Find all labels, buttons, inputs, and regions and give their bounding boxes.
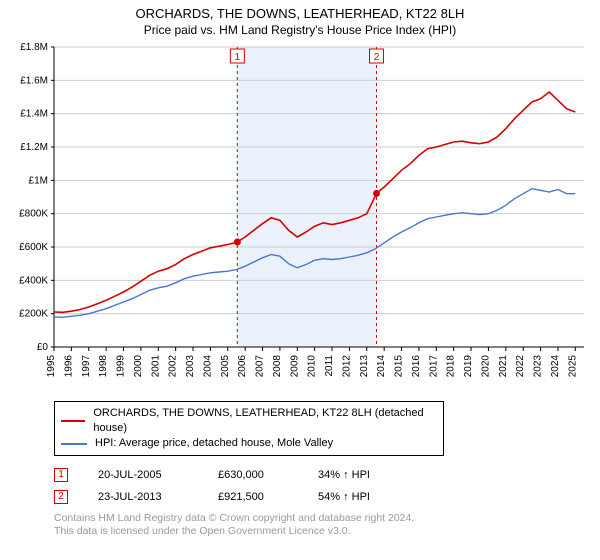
page-subtitle: Price paid vs. HM Land Registry's House …	[10, 23, 590, 37]
svg-text:2010: 2010	[307, 355, 318, 378]
svg-text:£0: £0	[37, 342, 49, 353]
svg-text:£1.2M: £1.2M	[20, 142, 48, 153]
svg-text:2018: 2018	[446, 355, 457, 378]
svg-text:2009: 2009	[289, 355, 300, 378]
legend-box: ORCHARDS, THE DOWNS, LEATHERHEAD, KT22 8…	[54, 401, 444, 456]
legend-swatch-1	[61, 420, 85, 422]
svg-text:1: 1	[235, 52, 241, 63]
svg-text:1995: 1995	[46, 355, 57, 378]
svg-text:£600K: £600K	[19, 242, 48, 253]
sale-markers-list: 1 20-JUL-2005 £630,000 34% ↑ HPI 2 23-JU…	[54, 464, 590, 508]
sale-price: £921,500	[218, 486, 318, 508]
sale-delta: 34% ↑ HPI	[318, 464, 370, 486]
sale-delta: 54% ↑ HPI	[318, 486, 370, 508]
sale-date: 23-JUL-2013	[98, 486, 218, 508]
svg-text:2021: 2021	[498, 355, 509, 378]
svg-text:£200K: £200K	[19, 309, 48, 320]
legend-item-price-paid: ORCHARDS, THE DOWNS, LEATHERHEAD, KT22 8…	[61, 406, 437, 436]
svg-text:£1.4M: £1.4M	[20, 109, 48, 120]
svg-text:2005: 2005	[220, 355, 231, 378]
svg-text:1996: 1996	[63, 355, 74, 378]
sale-marker-icon: 1	[54, 468, 68, 482]
svg-text:2014: 2014	[376, 355, 387, 378]
svg-text:£1.6M: £1.6M	[20, 75, 48, 86]
price-chart: £0 £200K £400K £600K £800K £1M £1.2M £1.4M £1.6M…	[10, 43, 590, 395]
svg-text:1997: 1997	[81, 355, 92, 378]
svg-text:2001: 2001	[150, 355, 161, 378]
svg-text:2024: 2024	[550, 355, 561, 378]
svg-text:2023: 2023	[533, 355, 544, 378]
svg-text:2004: 2004	[202, 355, 213, 378]
page-title: ORCHARDS, THE DOWNS, LEATHERHEAD, KT22 8…	[10, 6, 590, 21]
svg-text:1999: 1999	[116, 355, 127, 378]
svg-text:£800K: £800K	[19, 209, 48, 220]
footer-line: Contains HM Land Registry data © Crown c…	[54, 512, 590, 525]
legend-swatch-2	[61, 443, 87, 445]
svg-text:£1M: £1M	[29, 175, 48, 186]
svg-text:2016: 2016	[411, 355, 422, 378]
legend-label: HPI: Average price, detached house, Mole…	[95, 436, 333, 451]
svg-text:2022: 2022	[515, 355, 526, 378]
svg-text:2003: 2003	[185, 355, 196, 378]
svg-text:2011: 2011	[324, 355, 335, 377]
svg-text:2012: 2012	[341, 355, 352, 378]
svg-text:2: 2	[374, 52, 380, 63]
svg-text:2007: 2007	[255, 355, 266, 378]
attribution-footer: Contains HM Land Registry data © Crown c…	[54, 512, 590, 538]
sale-marker-icon: 2	[54, 490, 68, 504]
svg-text:£400K: £400K	[19, 275, 48, 286]
sale-row: 2 23-JUL-2013 £921,500 54% ↑ HPI	[54, 486, 590, 508]
svg-text:2000: 2000	[133, 355, 144, 378]
svg-text:1998: 1998	[98, 355, 109, 378]
footer-line: This data is licensed under the Open Gov…	[54, 525, 590, 538]
sale-price: £630,000	[218, 464, 318, 486]
svg-text:2015: 2015	[394, 355, 405, 378]
legend-label: ORCHARDS, THE DOWNS, LEATHERHEAD, KT22 8…	[93, 406, 437, 436]
svg-text:£1.8M: £1.8M	[20, 43, 48, 53]
svg-text:2020: 2020	[480, 355, 491, 378]
svg-text:2013: 2013	[359, 355, 370, 378]
chart-svg: £0 £200K £400K £600K £800K £1M £1.2M £1.4M £1.6M…	[10, 43, 590, 395]
sale-row: 1 20-JUL-2005 £630,000 34% ↑ HPI	[54, 464, 590, 486]
legend-item-hpi: HPI: Average price, detached house, Mole…	[61, 436, 437, 451]
sale-date: 20-JUL-2005	[98, 464, 218, 486]
svg-text:2008: 2008	[272, 355, 283, 378]
svg-text:2006: 2006	[237, 355, 248, 378]
svg-text:2017: 2017	[428, 355, 439, 378]
svg-text:2025: 2025	[567, 355, 578, 378]
svg-text:2019: 2019	[463, 355, 474, 378]
svg-text:2002: 2002	[168, 355, 179, 378]
